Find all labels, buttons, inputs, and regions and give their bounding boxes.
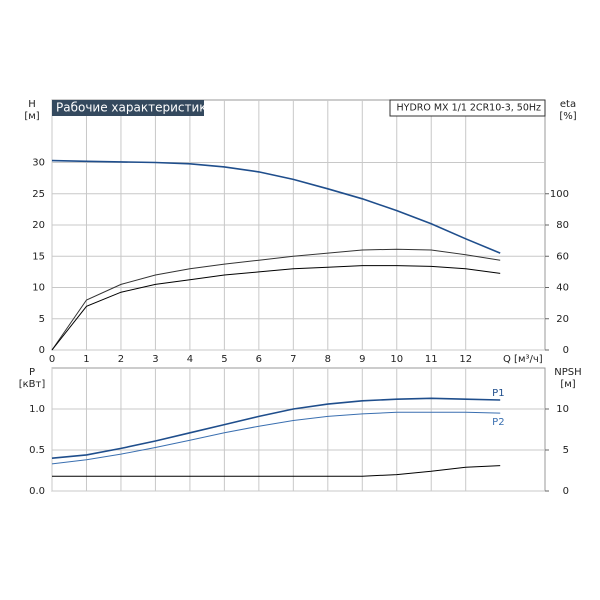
- y2-axis-label: eta: [560, 99, 576, 110]
- y-tick-label: 0: [39, 345, 45, 356]
- series-line: [51, 411, 501, 465]
- series-line: [51, 248, 501, 351]
- y-axis-label: P: [29, 367, 35, 378]
- series-line: [51, 159, 501, 254]
- y2-axis-label: NPSH: [554, 367, 581, 378]
- series-label: P2: [492, 417, 504, 428]
- x-tick-label: 5: [221, 354, 227, 365]
- x-tick-label: 0: [49, 354, 55, 365]
- y2-tick-label: 0: [563, 345, 569, 356]
- y2-tick-label: 5: [563, 445, 569, 456]
- x-tick-label: 9: [359, 354, 365, 365]
- y2-tick-label: 0: [563, 486, 569, 497]
- x-tick-label: 10: [390, 354, 403, 365]
- series-label: P1: [492, 388, 504, 399]
- series-line: [52, 465, 501, 477]
- y-tick-label: 30: [32, 158, 45, 169]
- x-tick-label: 7: [290, 354, 296, 365]
- y-axis-unit: [м]: [24, 111, 39, 122]
- x-tick-label: 8: [325, 354, 331, 365]
- series-line: [51, 397, 501, 459]
- y-tick-label: 1.0: [29, 404, 45, 415]
- y-axis-label: H: [28, 99, 36, 110]
- y-tick-label: 20: [32, 220, 45, 231]
- y2-tick-label: 80: [556, 220, 569, 231]
- x-tick-label: 2: [118, 354, 124, 365]
- x-tick-label: 6: [256, 354, 262, 365]
- chart-title: Рабочие характеристики: [56, 101, 214, 115]
- y2-tick-label: 40: [556, 283, 569, 294]
- subtitle-box: [389, 99, 546, 117]
- y2-tick-label: 10: [556, 404, 569, 415]
- y-tick-label: 10: [32, 283, 45, 294]
- y-tick-label: 0.5: [29, 445, 45, 456]
- y-tick-label: 15: [32, 251, 45, 262]
- y2-tick-label: 20: [556, 314, 569, 325]
- x-tick-label: 1: [83, 354, 89, 365]
- x-tick-label: 12: [459, 354, 472, 365]
- title-box: [52, 100, 204, 116]
- x-tick-label: 4: [187, 354, 193, 365]
- y2-axis-unit: [м]: [560, 379, 575, 390]
- y2-tick-label: 100: [550, 189, 569, 200]
- series-line: [51, 265, 501, 351]
- y-tick-label: 0.0: [29, 486, 45, 497]
- chart-subtitle: HYDRO MX 1/1 2CR10-3, 50Hz: [397, 103, 542, 114]
- y-tick-label: 25: [32, 189, 45, 200]
- x-tick-label: 11: [425, 354, 438, 365]
- x-tick-label: 3: [152, 354, 158, 365]
- x-axis-label: Q [м³/ч]: [503, 354, 543, 365]
- plot-area: [51, 367, 546, 492]
- y-tick-label: 5: [39, 314, 45, 325]
- y2-tick-label: 60: [556, 251, 569, 262]
- y-axis-unit: [кВт]: [19, 379, 46, 390]
- y2-axis-unit: [%]: [559, 111, 576, 122]
